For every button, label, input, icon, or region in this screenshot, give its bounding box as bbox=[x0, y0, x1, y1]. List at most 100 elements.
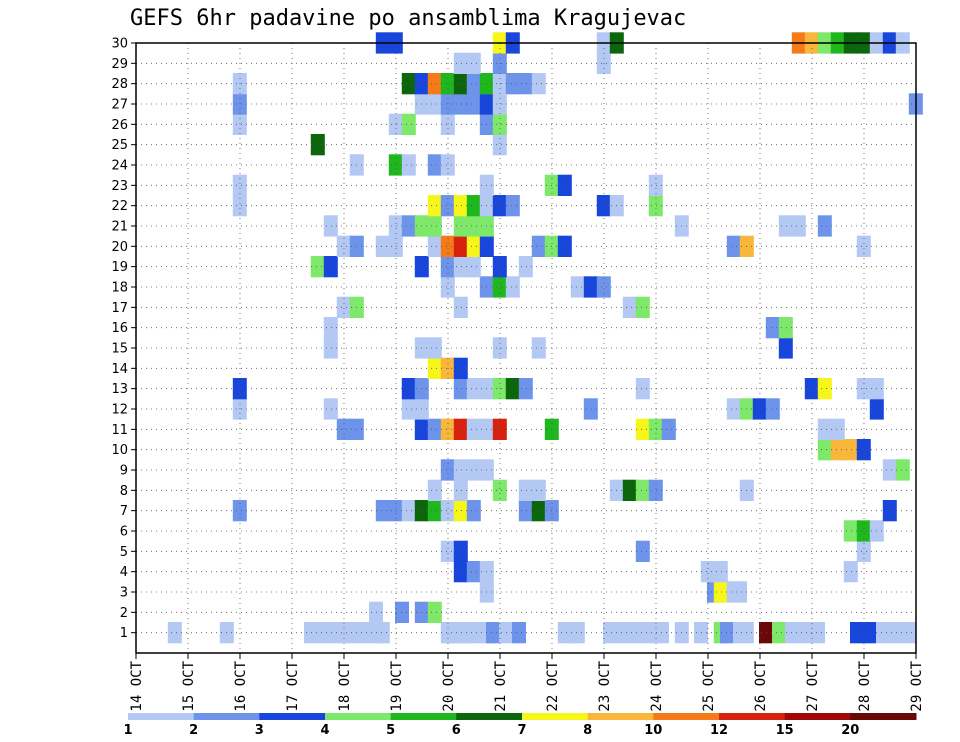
heatmap-cell bbox=[648, 418, 663, 440]
heatmap-cell bbox=[863, 622, 877, 644]
heatmap-cell bbox=[466, 378, 481, 400]
colorbar-swatch bbox=[456, 713, 523, 720]
heatmap-cell bbox=[700, 561, 715, 583]
heatmap-cell bbox=[427, 479, 442, 501]
heatmap-cell bbox=[401, 215, 416, 237]
heatmap-cell bbox=[466, 52, 481, 74]
colorbar-label: 2 bbox=[189, 723, 198, 738]
heatmap-cell bbox=[427, 73, 442, 95]
x-tick-label: 26 OCT bbox=[753, 660, 769, 711]
heatmap-cell bbox=[453, 93, 468, 115]
heatmap-cell bbox=[466, 418, 481, 440]
y-tick-label: 4 bbox=[120, 565, 128, 580]
heatmap-cell bbox=[427, 418, 442, 440]
heatmap-cell bbox=[616, 622, 630, 644]
y-tick-label: 5 bbox=[120, 545, 128, 560]
heatmap-cell bbox=[323, 215, 338, 237]
heatmap-cell bbox=[596, 276, 611, 298]
heatmap-cell bbox=[440, 276, 455, 298]
heatmap-cell bbox=[466, 235, 481, 257]
heatmap-cell bbox=[427, 235, 442, 257]
heatmap-cell bbox=[427, 154, 442, 176]
heatmap-cell bbox=[765, 317, 780, 339]
y-tick-label: 26 bbox=[111, 118, 128, 133]
heatmap-cell bbox=[453, 52, 468, 74]
heatmap-cell bbox=[843, 439, 858, 461]
y-tick-label: 15 bbox=[111, 342, 128, 357]
heatmap-cell bbox=[440, 459, 455, 481]
heatmap-cell bbox=[453, 500, 468, 522]
heatmap-cell bbox=[323, 337, 338, 359]
colorbar-label: 5 bbox=[386, 723, 395, 738]
heatmap-cell bbox=[772, 622, 786, 644]
colorbar-label: 3 bbox=[255, 723, 264, 738]
heatmap-cell bbox=[505, 276, 520, 298]
heatmap-cell bbox=[596, 195, 611, 217]
y-tick-label: 12 bbox=[111, 403, 128, 418]
heatmap-cell bbox=[895, 459, 910, 481]
x-tick-label: 19 OCT bbox=[389, 660, 405, 711]
heatmap-cell bbox=[466, 256, 481, 278]
heatmap-cell bbox=[492, 337, 507, 359]
x-axis: 14 OCT 15 OCT 16 OCT 17 OCT 18 OCT 19 OCT 20 O… bbox=[129, 653, 925, 712]
heatmap-cell bbox=[765, 398, 780, 420]
colorbar: 1 2 3 4 5 6 7 8 10 12 15 20 bbox=[123, 713, 917, 738]
heatmap-cell bbox=[518, 500, 533, 522]
heatmap-cell bbox=[336, 296, 351, 318]
heatmap-cell bbox=[401, 154, 416, 176]
heatmap-cell bbox=[635, 378, 650, 400]
heatmap-cell bbox=[466, 622, 481, 644]
x-tick-label: 27 OCT bbox=[805, 660, 821, 711]
heatmap-cell bbox=[902, 622, 916, 644]
heatmap-cell bbox=[557, 174, 572, 196]
heatmap-cell bbox=[440, 418, 455, 440]
colorbar-swatch bbox=[390, 713, 457, 720]
heatmap-cell bbox=[531, 235, 546, 257]
heatmap-cell bbox=[642, 622, 656, 644]
heatmap-cell bbox=[427, 500, 442, 522]
heatmap-cell bbox=[453, 459, 468, 481]
y-tick-label: 25 bbox=[111, 138, 128, 153]
colorbar-label: 15 bbox=[776, 723, 794, 738]
heatmap-cell bbox=[817, 378, 832, 400]
x-tick-label: 15 OCT bbox=[181, 660, 197, 711]
y-tick-label: 29 bbox=[111, 57, 128, 72]
y-tick-label: 17 bbox=[111, 301, 128, 316]
colorbar-label: 20 bbox=[841, 723, 859, 738]
heatmap-cell bbox=[882, 459, 897, 481]
heatmap-cell bbox=[375, 622, 390, 644]
y-tick-label: 27 bbox=[111, 98, 128, 113]
heatmap-cell bbox=[401, 113, 416, 135]
heatmap-cell bbox=[440, 154, 455, 176]
y-tick-label: 10 bbox=[111, 443, 128, 458]
colorbar-swatch bbox=[193, 713, 260, 720]
x-tick-label: 28 OCT bbox=[857, 660, 873, 711]
heatmap-cell bbox=[427, 601, 442, 623]
heatmap-cell bbox=[492, 276, 507, 298]
y-tick-label: 14 bbox=[111, 362, 128, 377]
colorbar-swatch bbox=[522, 713, 589, 720]
heatmap-cell bbox=[622, 479, 637, 501]
heatmap-cell bbox=[375, 235, 390, 257]
heatmap-cell bbox=[401, 500, 416, 522]
heatmap-cell bbox=[778, 337, 793, 359]
heatmap-cell bbox=[453, 418, 468, 440]
heatmap-cell bbox=[453, 296, 468, 318]
heatmap-cell bbox=[453, 378, 468, 400]
y-tick-label: 24 bbox=[111, 159, 128, 174]
heatmap-cell bbox=[440, 256, 455, 278]
heatmap-cell bbox=[453, 540, 468, 562]
heatmap-cell bbox=[492, 195, 507, 217]
y-tick-label: 9 bbox=[120, 464, 128, 479]
y-tick-label: 13 bbox=[111, 382, 128, 397]
heatmap-cell bbox=[518, 378, 533, 400]
y-tick-label: 1 bbox=[120, 626, 128, 641]
heatmap-cell bbox=[388, 154, 403, 176]
heatmap-cell bbox=[648, 174, 663, 196]
heatmap-cell bbox=[323, 317, 338, 339]
heatmap-cell bbox=[427, 195, 442, 217]
heatmap-cell bbox=[466, 459, 481, 481]
heatmap-cell bbox=[492, 479, 507, 501]
y-tick-label: 20 bbox=[111, 240, 128, 255]
